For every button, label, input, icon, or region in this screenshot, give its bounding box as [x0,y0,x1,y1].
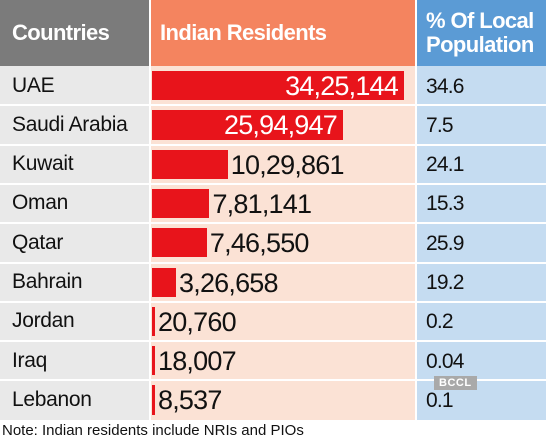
residents-value-label: 3,26,658 [179,267,279,298]
residents-value-label: 25,94,947 [224,110,338,141]
residents-bar [152,306,155,337]
residents-bar [152,267,177,297]
column-divider [415,0,417,420]
percent-value: 0.2 [426,310,454,334]
country-label: Oman [12,191,68,215]
residents-table: Countries Indian Residents % Of Local Po… [0,0,546,420]
residents-value-label: 20,760 [158,306,237,337]
country-label: Saudi Arabia [12,112,128,136]
percent-value: 34.6 [426,74,464,98]
row-divider [0,182,546,185]
percent-column [416,66,546,420]
residents-value-label: 7,46,550 [209,228,310,259]
residents-bar [152,188,210,219]
header-countries: Countries [0,0,150,66]
row-divider [0,104,546,107]
residents-bar [152,110,343,140]
percent-value: 0.04 [426,349,464,373]
country-label: Qatar [12,230,64,254]
residents-bar [152,228,207,258]
percent-value: 0.1 [426,388,454,412]
column-divider [149,0,151,420]
country-label: Iraq [12,348,47,372]
percent-value: 25.9 [426,231,464,255]
percent-value: 24.1 [426,153,464,177]
header-percent-local-population: % Of Local Population [416,0,546,66]
table-note: Note: Indian residents include NRIs and … [2,422,304,439]
row-divider [0,340,546,343]
residents-bar [152,71,404,101]
residents-bar [152,149,228,179]
country-label: Jordan [12,309,75,333]
header-indian-residents: Indian Residents [150,0,416,66]
row-divider [0,222,546,225]
country-label: Bahrain [12,270,83,293]
residents-value-label: 34,25,144 [285,71,399,101]
residents-value-label: 7,81,141 [212,188,312,219]
residents-value-label: 8,537 [158,385,222,416]
residents-value-label: 18,007 [158,346,237,377]
watermark-logo: BCCL [434,376,477,390]
residents-bar [152,346,155,376]
percent-value: 19.2 [426,271,464,294]
countries-column [0,66,150,420]
country-label: UAE [12,73,55,97]
row-divider [0,143,546,146]
country-label: Kuwait [12,152,74,176]
percent-value: 7.5 [426,113,454,137]
row-divider [0,261,546,264]
residents-value-label: 10,29,861 [230,149,345,180]
row-divider [0,300,546,303]
percent-value: 15.3 [426,192,464,216]
country-label: Lebanon [12,387,92,411]
residents-bar [152,385,155,415]
row-divider [0,379,546,382]
